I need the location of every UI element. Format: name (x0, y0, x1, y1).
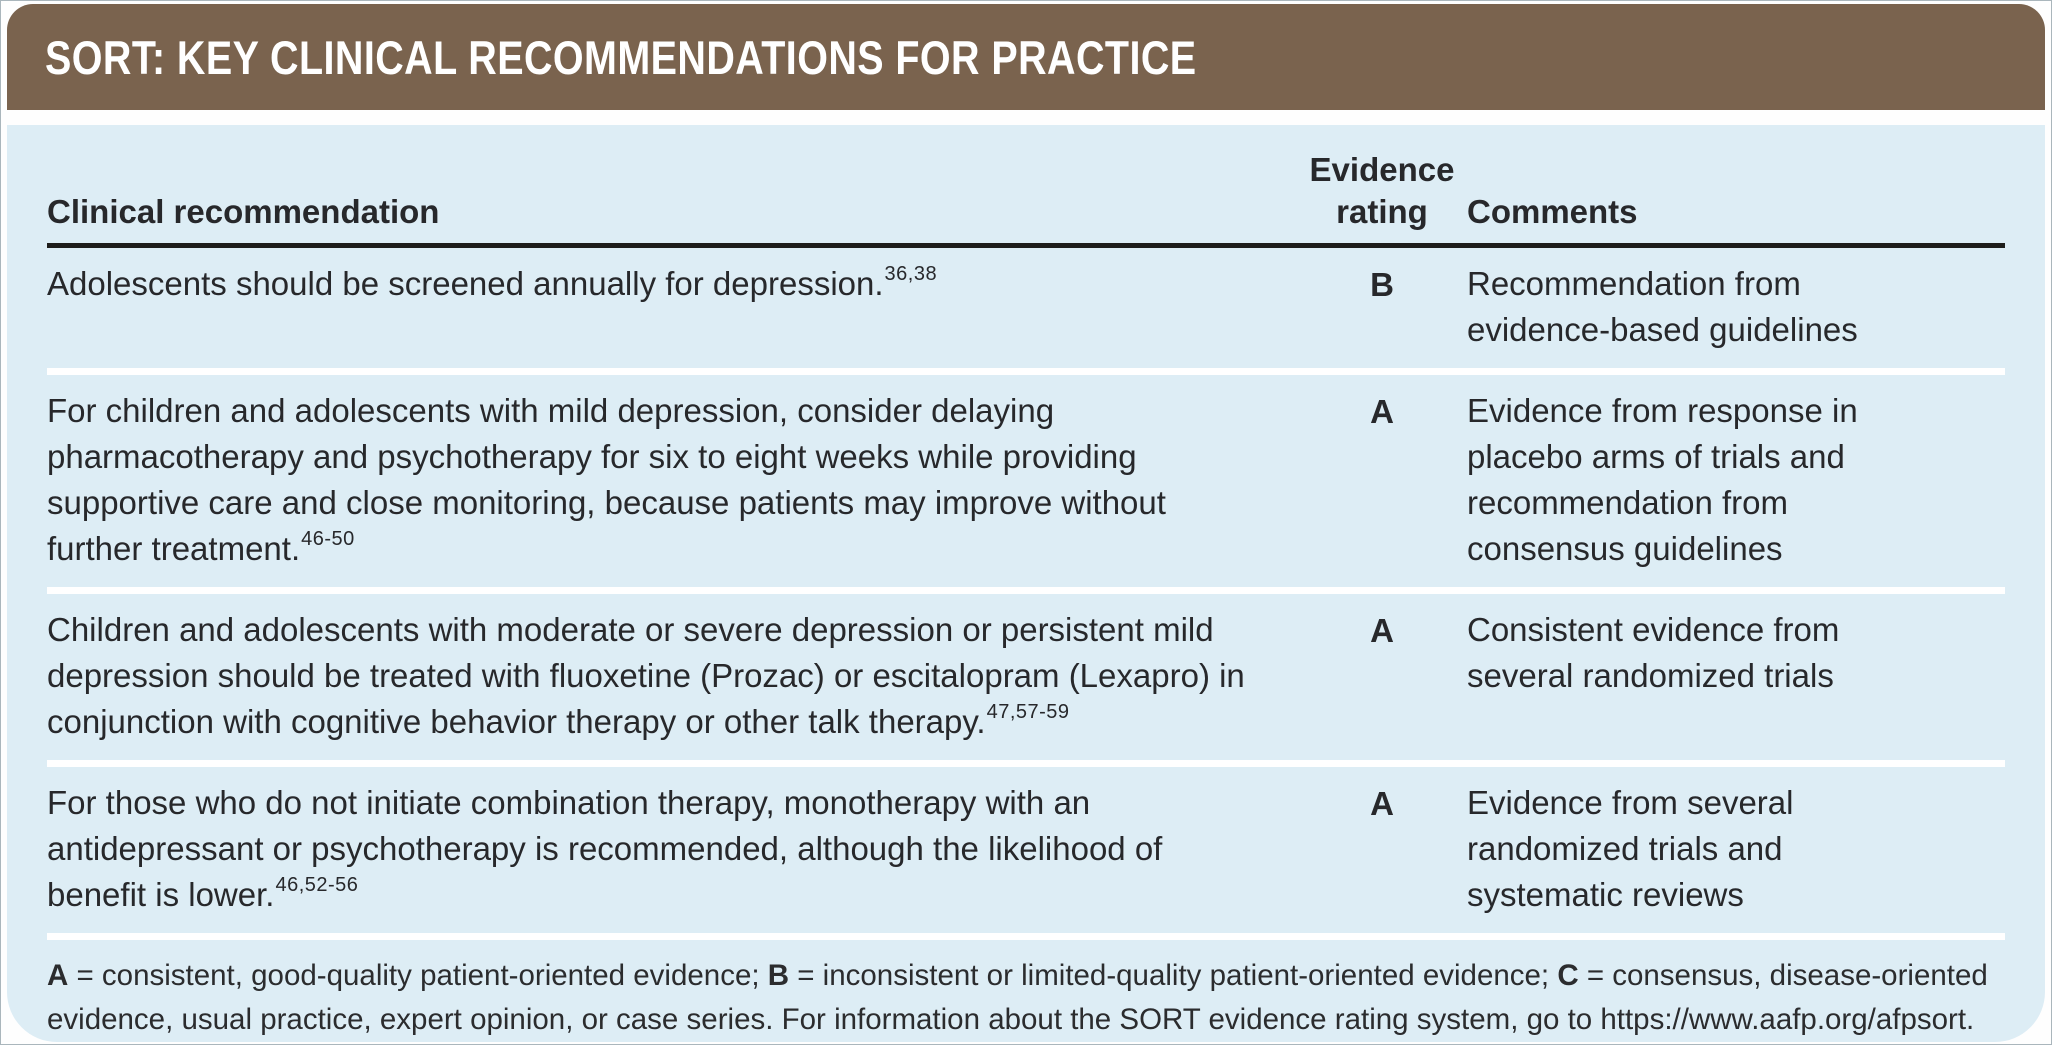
evidence-rating-cell: B (1370, 266, 1394, 303)
recommendation-text: Children and adolescents with moderate o… (47, 611, 1245, 740)
recommendation-text: For those who do not initiate combinatio… (47, 784, 1163, 913)
evidence-rating-cell: A (1370, 785, 1394, 822)
table-row: For children and adolescents with mild d… (47, 368, 2005, 587)
recommendation-cell: Adolescents should be screened annually … (47, 261, 1297, 353)
evidence-rating-cell: A (1370, 393, 1394, 430)
comments-cell: Evidence from several randomized trials … (1467, 780, 2005, 918)
recommendation-cell: For children and adolescents with mild d… (47, 388, 1297, 572)
table-row: For those who do not initiate combinatio… (47, 760, 2005, 933)
reference-superscript: 46-50 (301, 528, 355, 550)
recommendation-text: Adolescents should be screened annually … (47, 265, 884, 302)
recommendation-text: For children and adolescents with mild d… (47, 392, 1166, 567)
comments-text: Consistent evidence from several randomi… (1467, 611, 1840, 694)
table-row: Adolescents should be screened annually … (47, 248, 2005, 368)
reference-superscript: 46,52-56 (275, 874, 359, 896)
table-row: Children and adolescents with moderate o… (47, 587, 2005, 760)
evidence-rating-cell: A (1370, 612, 1394, 649)
comments-text: Recommendation from evidence-based guide… (1467, 265, 1858, 348)
comments-cell: Consistent evidence from several randomi… (1467, 607, 2005, 745)
column-header-clinical-recommendation: Clinical recommendation (47, 193, 440, 230)
column-header-evidence-rating: Evidence rating (1309, 151, 1455, 230)
sort-title-bar: SORT: KEY CLINICAL RECOMMENDATIONS FOR P… (7, 4, 2045, 110)
comments-cell: Recommendation from evidence-based guide… (1467, 261, 2005, 353)
reference-superscript: 36,38 (884, 263, 938, 285)
reference-superscript: 47,57-59 (986, 701, 1070, 723)
figure-title: SORT: KEY CLINICAL RECOMMENDATIONS FOR P… (45, 30, 1197, 84)
recommendation-cell: Children and adolescents with moderate o… (47, 607, 1297, 745)
comments-cell: Evidence from response in placebo arms o… (1467, 388, 2005, 572)
column-header-comments: Comments (1467, 193, 1638, 230)
recommendation-cell: For those who do not initiate combinatio… (47, 780, 1297, 918)
table-body: Adolescents should be screened annually … (47, 248, 2005, 933)
table-header-row: Clinical recommendation Evidence rating … (47, 125, 2005, 248)
comments-text: Evidence from response in placebo arms o… (1467, 392, 1858, 567)
comments-text: Evidence from several randomized trials … (1467, 784, 1794, 913)
recommendations-table-panel: Clinical recommendation Evidence rating … (7, 125, 2045, 1042)
sort-footnote: A = consistent, good-quality patient-ori… (47, 933, 2005, 1042)
